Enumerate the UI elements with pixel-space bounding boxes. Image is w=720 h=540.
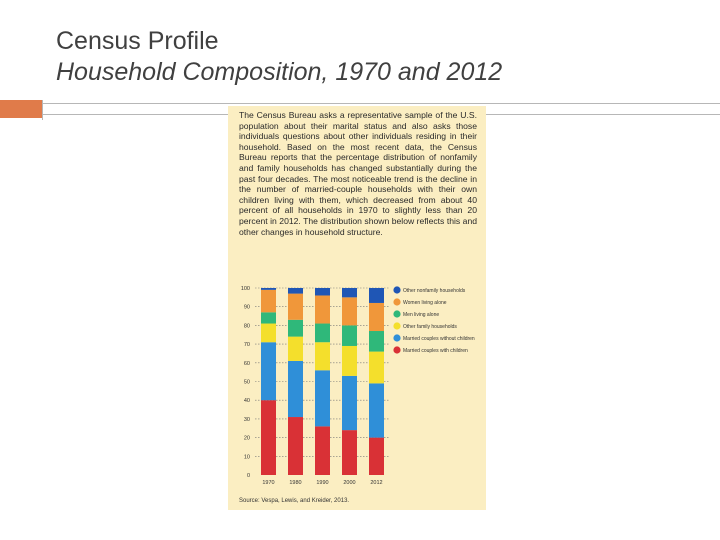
- y-tick-label: 0: [247, 473, 250, 479]
- x-tick-label: 1970: [262, 480, 274, 486]
- bar-segment: [315, 288, 330, 296]
- divider-vertical: [42, 100, 43, 120]
- bar-segment: [342, 325, 357, 346]
- x-tick-label: 2000: [343, 480, 355, 486]
- bar-segment: [342, 345, 357, 376]
- figure-source: Source: Vespa, Lewis, and Kreider, 2013.: [239, 498, 350, 504]
- bar-segment: [315, 370, 330, 427]
- slide-title: Census Profile Household Composition, 19…: [56, 26, 502, 88]
- bar-segment: [288, 288, 303, 294]
- bar-segment: [261, 312, 276, 324]
- bar-segment: [261, 342, 276, 401]
- legend-swatch: [393, 286, 401, 294]
- x-tick-label: 2012: [370, 480, 382, 486]
- legend-label: Other nonfamily households: [403, 288, 466, 294]
- slide-title-line1: Census Profile: [56, 27, 219, 55]
- x-tick-label: 1990: [316, 480, 328, 486]
- y-tick-label: 100: [241, 286, 250, 292]
- bar-segment: [261, 289, 276, 313]
- figure-panel: The Census Bureau asks a representative …: [228, 106, 486, 510]
- bar-segment: [288, 360, 303, 418]
- bar-segment: [261, 400, 276, 475]
- bar-segment: [369, 351, 384, 384]
- bar-segment: [342, 430, 357, 475]
- y-tick-label: 90: [244, 305, 250, 311]
- bar-segment: [342, 288, 357, 298]
- bar-segment: [369, 383, 384, 438]
- legend-label: Married couples without children: [403, 336, 475, 342]
- bar-segment: [342, 375, 357, 431]
- y-tick-label: 20: [244, 436, 250, 442]
- bar-segment: [288, 319, 303, 337]
- legend-swatch: [393, 334, 401, 342]
- bar-segment: [288, 336, 303, 361]
- legend-swatch: [393, 322, 401, 330]
- figure-paragraph: The Census Bureau asks a representative …: [239, 110, 477, 237]
- bar-segment: [315, 342, 330, 371]
- stacked-bar-chart: 0 10 20 30 40 50 60 70 80 90 100 1970 1980 1990 2000 20…: [241, 286, 475, 486]
- slide-subtitle: Household Composition, 1970 and 2012: [56, 58, 503, 86]
- legend-swatch: [393, 346, 401, 354]
- legend-label: Women living alone: [403, 300, 447, 306]
- bar-segment: [369, 302, 384, 332]
- bar-segment: [261, 323, 276, 343]
- legend-swatch: [393, 310, 401, 318]
- bar-segment: [369, 437, 384, 475]
- y-tick-label: 70: [244, 342, 250, 348]
- bar-segment: [369, 331, 384, 352]
- legend-label: Other family households: [403, 324, 457, 330]
- legend-swatch: [393, 298, 401, 306]
- bar-segment: [342, 297, 357, 326]
- bar-segment: [369, 288, 384, 303]
- x-tick-label: 1980: [289, 480, 301, 486]
- y-tick-label: 40: [244, 398, 250, 404]
- bar-segment: [315, 323, 330, 343]
- y-tick-label: 80: [244, 323, 250, 329]
- y-tick-label: 10: [244, 454, 250, 460]
- bar-segment: [288, 417, 303, 475]
- legend-label: Married couples with children: [403, 348, 468, 354]
- bar-segment: [288, 293, 303, 320]
- accent-block: [0, 100, 42, 118]
- y-tick-label: 50: [244, 380, 250, 386]
- y-tick-label: 30: [244, 417, 250, 423]
- y-tick-label: 60: [244, 361, 250, 367]
- bar-segment: [261, 288, 276, 290]
- legend-label: Men living alone: [403, 312, 439, 318]
- bar-segment: [315, 295, 330, 324]
- bar-segment: [315, 426, 330, 475]
